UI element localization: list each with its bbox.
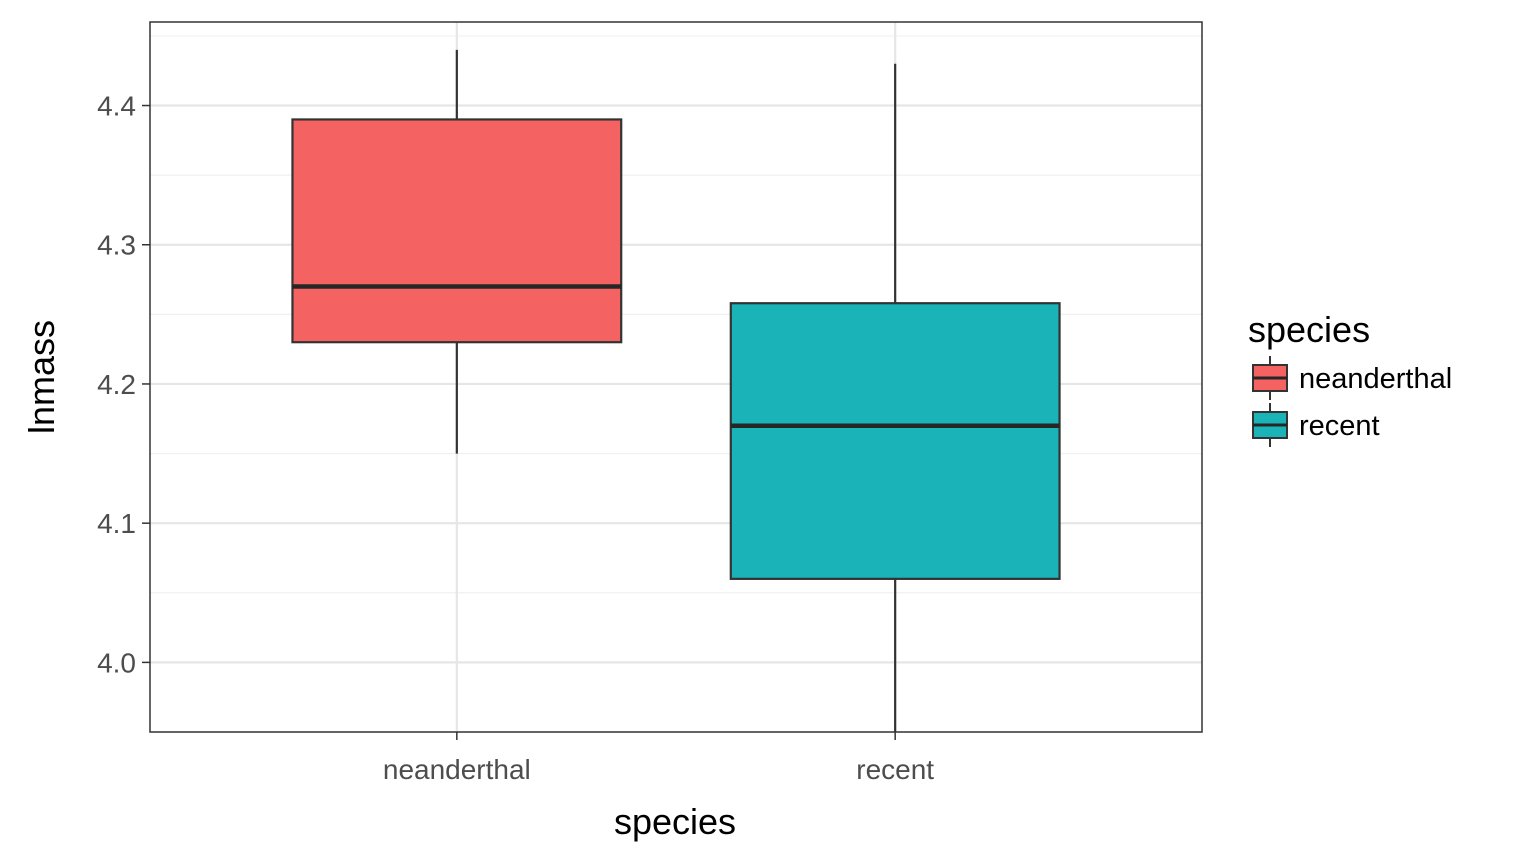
legend-title: species <box>1248 309 1370 350</box>
legend-label: neanderthal <box>1299 363 1452 395</box>
major-gridlines <box>150 22 1202 732</box>
y-tick-label: 4.4 <box>97 91 136 122</box>
y-axis-title: lnmass <box>21 320 62 434</box>
x-axis-title: species <box>614 801 736 842</box>
y-tick-label: 4.1 <box>97 508 136 539</box>
x-axis: neanderthal recent <box>383 732 934 785</box>
y-tick-label: 4.3 <box>97 230 136 261</box>
x-tick-label: recent <box>856 754 934 785</box>
box-recent <box>729 63 1061 732</box>
y-axis: 4.0 4.1 4.2 4.3 4.4 <box>97 91 150 678</box>
legend: species neanderthal recent <box>1248 309 1452 447</box>
y-tick-label: 4.2 <box>97 369 136 400</box>
legend-entry-recent: recent <box>1252 403 1380 447</box>
legend-entry-neanderthal: neanderthal <box>1252 356 1452 400</box>
legend-label: recent <box>1299 410 1380 442</box>
box-neanderthal <box>291 49 623 454</box>
y-tick-label: 4.0 <box>97 647 136 678</box>
legend-entries: neanderthal recent <box>1252 356 1452 447</box>
x-tick-label: neanderthal <box>383 754 531 785</box>
boxes-layer <box>291 49 1061 732</box>
box-iqr <box>291 118 623 344</box>
box-iqr <box>729 302 1061 580</box>
panel-border <box>149 21 1203 733</box>
